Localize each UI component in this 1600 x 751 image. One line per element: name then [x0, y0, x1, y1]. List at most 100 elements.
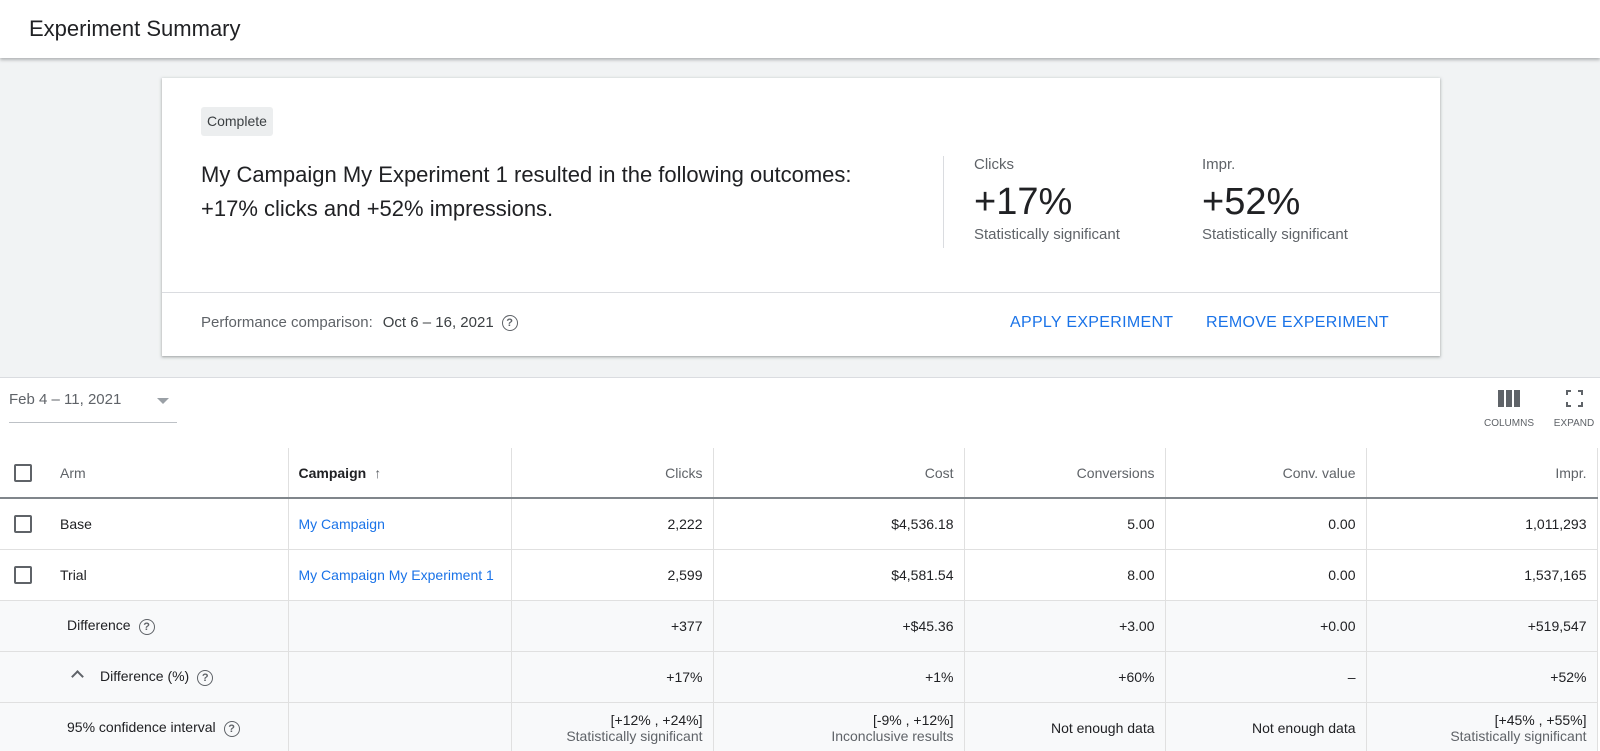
metric-clicks: Clicks +17% Statistically significant: [974, 156, 1120, 243]
metric-label: Impr.: [1202, 156, 1236, 173]
help-circle-icon[interactable]: ?: [223, 720, 240, 737]
expand-label: EXPAND: [1553, 418, 1595, 429]
ci-note: Not enough data: [1251, 719, 1356, 736]
performance-comparison: Performance comparison: Oct 6 – 16, 2021…: [201, 314, 518, 331]
cell-conversions: +3.00: [964, 600, 1166, 652]
columns-icon: [1498, 389, 1520, 407]
cell-campaign[interactable]: My Campaign: [288, 498, 512, 550]
cell-clicks: [+12% , +24%] Statistically significant: [511, 702, 714, 751]
campaign-link[interactable]: My Campaign My Experiment 1: [298, 566, 494, 583]
cell-impr: [+45% , +55%] Statistically significant: [1366, 702, 1598, 751]
sort-ascending-icon: ↑: [374, 464, 382, 481]
table-row: Base My Campaign 2,222 $4,536.18 5.00 0.…: [0, 498, 1598, 550]
difference-pct-row: Difference (%)? +17% +1% +60% – +52%: [0, 651, 1598, 703]
columns-label: COLUMNS: [1483, 418, 1534, 429]
cell-cost: +1%: [713, 651, 965, 703]
campaign-link[interactable]: My Campaign: [298, 515, 385, 532]
ci-note: Statistically significant: [566, 727, 703, 744]
summary-headline: My Campaign My Experiment 1 resulted in …: [201, 162, 852, 221]
cell-impr: +52%: [1366, 651, 1598, 703]
divider: [162, 292, 1440, 293]
arm-label: Trial: [60, 566, 87, 583]
cell-empty: [288, 651, 512, 703]
apply-experiment-button[interactable]: APPLY EXPERIMENT: [1010, 314, 1174, 331]
cell-conversions: 8.00: [964, 549, 1166, 601]
header-campaign[interactable]: Campaign ↑: [288, 448, 512, 499]
cell-conv-value: 0.00: [1165, 549, 1367, 601]
cell-arm: Trial: [0, 549, 289, 601]
table-header-row: Arm Campaign ↑ Clicks Cost Conversions Co…: [0, 448, 1598, 499]
date-range-value: Feb 4 – 11, 2021: [9, 391, 122, 408]
comparison-date: Oct 6 – 16, 2021: [382, 314, 494, 331]
header-clicks[interactable]: Clicks: [511, 448, 714, 499]
metric-value: +52%: [1202, 181, 1301, 223]
cell-conversions: 5.00: [964, 498, 1166, 550]
divider: [943, 156, 944, 248]
header-cost[interactable]: Cost: [713, 448, 965, 499]
chevron-up-icon[interactable]: [71, 669, 84, 683]
ci-range: [+12% , +24%]: [610, 711, 703, 728]
cell-clicks: 2,599: [511, 549, 714, 601]
cell-impr: +519,547: [1366, 600, 1598, 652]
cell-conv-value: Not enough data: [1165, 702, 1367, 751]
cell-arm: Base: [0, 498, 289, 550]
header-impr[interactable]: Impr.: [1366, 448, 1598, 499]
remove-experiment-button[interactable]: REMOVE EXPERIMENT: [1206, 314, 1389, 331]
ci-note: Statistically significant: [1450, 727, 1587, 744]
cell-label: Difference (%)?: [0, 651, 289, 703]
confidence-interval-row: 95% confidence interval? [+12% , +24%] St…: [0, 702, 1598, 751]
help-circle-icon[interactable]: ?: [501, 314, 518, 331]
cell-clicks: 2,222: [511, 498, 714, 550]
row-label: Difference: [67, 616, 131, 633]
ci-note: Not enough data: [1050, 719, 1155, 736]
status-badge: Complete: [201, 107, 273, 136]
row-checkbox[interactable]: [14, 514, 32, 533]
cell-cost: $4,536.18: [713, 498, 965, 550]
row-label: 95% confidence interval: [67, 718, 216, 735]
top-bar: Experiment Summary: [0, 0, 1600, 58]
cell-campaign[interactable]: My Campaign My Experiment 1: [288, 549, 512, 601]
cell-empty: [288, 600, 512, 652]
metric-impressions: Impr. +52% Statistically significant: [1202, 156, 1348, 243]
expand-button[interactable]: EXPAND: [1548, 386, 1600, 429]
cell-label: Difference?: [0, 600, 289, 652]
cell-conv-value: +0.00: [1165, 600, 1367, 652]
dropdown-caret-icon: [157, 398, 169, 404]
date-range-dropdown[interactable]: Feb 4 – 11, 2021: [9, 391, 177, 423]
cell-conversions: +60%: [964, 651, 1166, 703]
header-label: Campaign: [298, 464, 367, 481]
header-arm[interactable]: Arm: [0, 448, 289, 499]
header-conversions[interactable]: Conversions: [964, 448, 1166, 499]
cell-conversions: Not enough data: [964, 702, 1166, 751]
metric-significance: Statistically significant: [1202, 226, 1348, 243]
header-conv-value[interactable]: Conv. value: [1165, 448, 1367, 499]
metric-significance: Statistically significant: [974, 226, 1120, 243]
select-all-checkbox[interactable]: [14, 463, 32, 482]
help-circle-icon[interactable]: ?: [138, 618, 155, 635]
cell-label: 95% confidence interval?: [0, 702, 289, 751]
help-circle-icon[interactable]: ?: [197, 669, 214, 686]
ci-note: Inconclusive results: [831, 727, 954, 744]
page-title: Experiment Summary: [29, 16, 241, 41]
arm-label: Base: [60, 515, 92, 532]
ci-range: [-9% , +12%]: [872, 711, 954, 728]
cell-conv-value: –: [1165, 651, 1367, 703]
comparison-label: Performance comparison:: [201, 314, 373, 331]
cell-empty: [288, 702, 512, 751]
cell-clicks: +377: [511, 600, 714, 652]
fullscreen-icon: [1565, 389, 1583, 407]
experiment-summary-card: Complete My Campaign My Experiment 1 res…: [162, 78, 1440, 356]
columns-button[interactable]: COLUMNS: [1482, 386, 1536, 429]
ci-range: [+45% , +55%]: [1494, 711, 1587, 728]
cell-clicks: +17%: [511, 651, 714, 703]
metric-label: Clicks: [974, 156, 1014, 173]
results-table-area: Feb 4 – 11, 2021 COLUMNS EXPAND Arm Camp…: [0, 377, 1600, 751]
row-label: Difference (%): [100, 667, 190, 684]
row-checkbox[interactable]: [14, 565, 32, 584]
cell-cost: [-9% , +12%] Inconclusive results: [713, 702, 965, 751]
cell-conv-value: 0.00: [1165, 498, 1367, 550]
cell-cost: $4,581.54: [713, 549, 965, 601]
experiment-table: Arm Campaign ↑ Clicks Cost Conversions Co…: [0, 448, 1598, 751]
table-row: Trial My Campaign My Experiment 1 2,599 …: [0, 549, 1598, 601]
cell-impr: 1,537,165: [1366, 549, 1598, 601]
